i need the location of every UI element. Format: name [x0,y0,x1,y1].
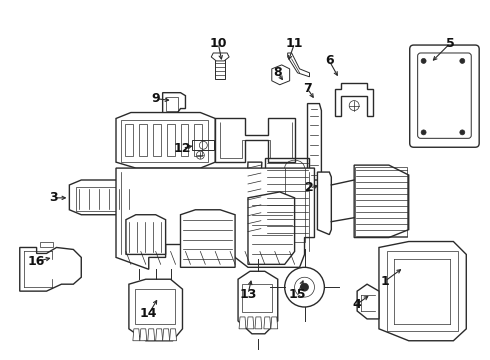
Text: 6: 6 [325,54,334,67]
Circle shape [460,130,465,135]
Bar [387,251,458,331]
Text: 7: 7 [303,82,312,95]
Bar [265,158,310,235]
Text: 16: 16 [28,255,45,268]
Polygon shape [264,317,271,329]
Polygon shape [126,215,166,255]
Bar [139,125,147,156]
Polygon shape [116,168,315,269]
Bar [76,187,134,211]
Polygon shape [354,165,409,238]
Bar [193,140,214,150]
Text: 12: 12 [174,142,191,155]
Polygon shape [245,162,262,239]
Bar [135,289,174,324]
Polygon shape [156,329,163,341]
Circle shape [300,283,309,291]
Text: 9: 9 [151,92,160,105]
Polygon shape [129,279,182,341]
Polygon shape [308,104,321,180]
Bar [125,125,133,156]
Polygon shape [148,329,155,341]
Polygon shape [271,317,278,329]
Polygon shape [379,242,466,341]
Polygon shape [238,271,278,334]
Polygon shape [163,329,170,341]
Polygon shape [357,284,379,319]
Polygon shape [247,317,254,329]
Bar [215,59,225,79]
Bar [153,125,161,156]
Text: 8: 8 [273,66,282,79]
Bar [166,96,177,111]
Polygon shape [211,53,229,61]
Polygon shape [40,242,53,247]
Polygon shape [70,180,141,215]
Circle shape [460,58,465,63]
Polygon shape [248,192,294,264]
Text: 3: 3 [49,192,58,204]
Polygon shape [272,65,290,85]
Text: 15: 15 [289,288,306,301]
Polygon shape [255,317,262,329]
Polygon shape [318,172,331,235]
Polygon shape [288,53,310,77]
Polygon shape [133,329,140,341]
Text: 1: 1 [381,275,389,288]
Polygon shape [170,329,176,341]
Circle shape [421,130,426,135]
Polygon shape [180,210,235,267]
Polygon shape [116,113,215,168]
Bar [167,125,174,156]
Circle shape [421,58,426,63]
Text: 2: 2 [305,181,314,194]
Text: 5: 5 [446,37,455,50]
Bar [121,121,208,162]
Text: 11: 11 [286,37,303,50]
Text: 13: 13 [239,288,257,301]
Circle shape [294,277,315,297]
Bar [195,125,202,156]
Text: 14: 14 [140,307,157,320]
Text: 4: 4 [353,297,362,311]
Polygon shape [140,329,147,341]
Polygon shape [163,93,185,116]
Polygon shape [215,118,294,162]
Bar [355,167,407,237]
Bar [242,284,272,312]
Text: 10: 10 [209,37,227,50]
Circle shape [285,267,324,307]
Polygon shape [20,247,81,291]
Polygon shape [239,317,246,329]
Bar [180,125,189,156]
Polygon shape [335,83,373,116]
